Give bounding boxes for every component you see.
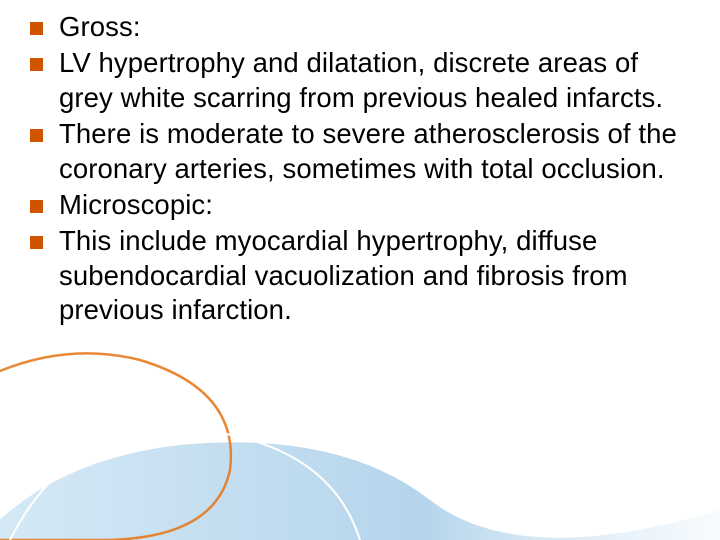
list-item: There is moderate to severe atherosclero… [30, 117, 690, 186]
list-item: This include myocardial hypertrophy, dif… [30, 224, 690, 327]
bullet-text: There is moderate to severe atherosclero… [59, 117, 690, 186]
bullet-icon [30, 236, 43, 249]
list-item: Gross: [30, 10, 690, 44]
bullet-icon [30, 129, 43, 142]
bullet-text: Microscopic: [59, 188, 213, 222]
bullet-text: LV hypertrophy and dilatation, discrete … [59, 46, 690, 115]
bullet-text: This include myocardial hypertrophy, dif… [59, 224, 690, 327]
slide-content: Gross: LV hypertrophy and dilatation, di… [0, 0, 720, 349]
bullet-icon [30, 58, 43, 71]
bullet-text: Gross: [59, 10, 141, 44]
bullet-icon [30, 200, 43, 213]
bullet-icon [30, 22, 43, 35]
list-item: LV hypertrophy and dilatation, discrete … [30, 46, 690, 115]
list-item: Microscopic: [30, 188, 690, 222]
